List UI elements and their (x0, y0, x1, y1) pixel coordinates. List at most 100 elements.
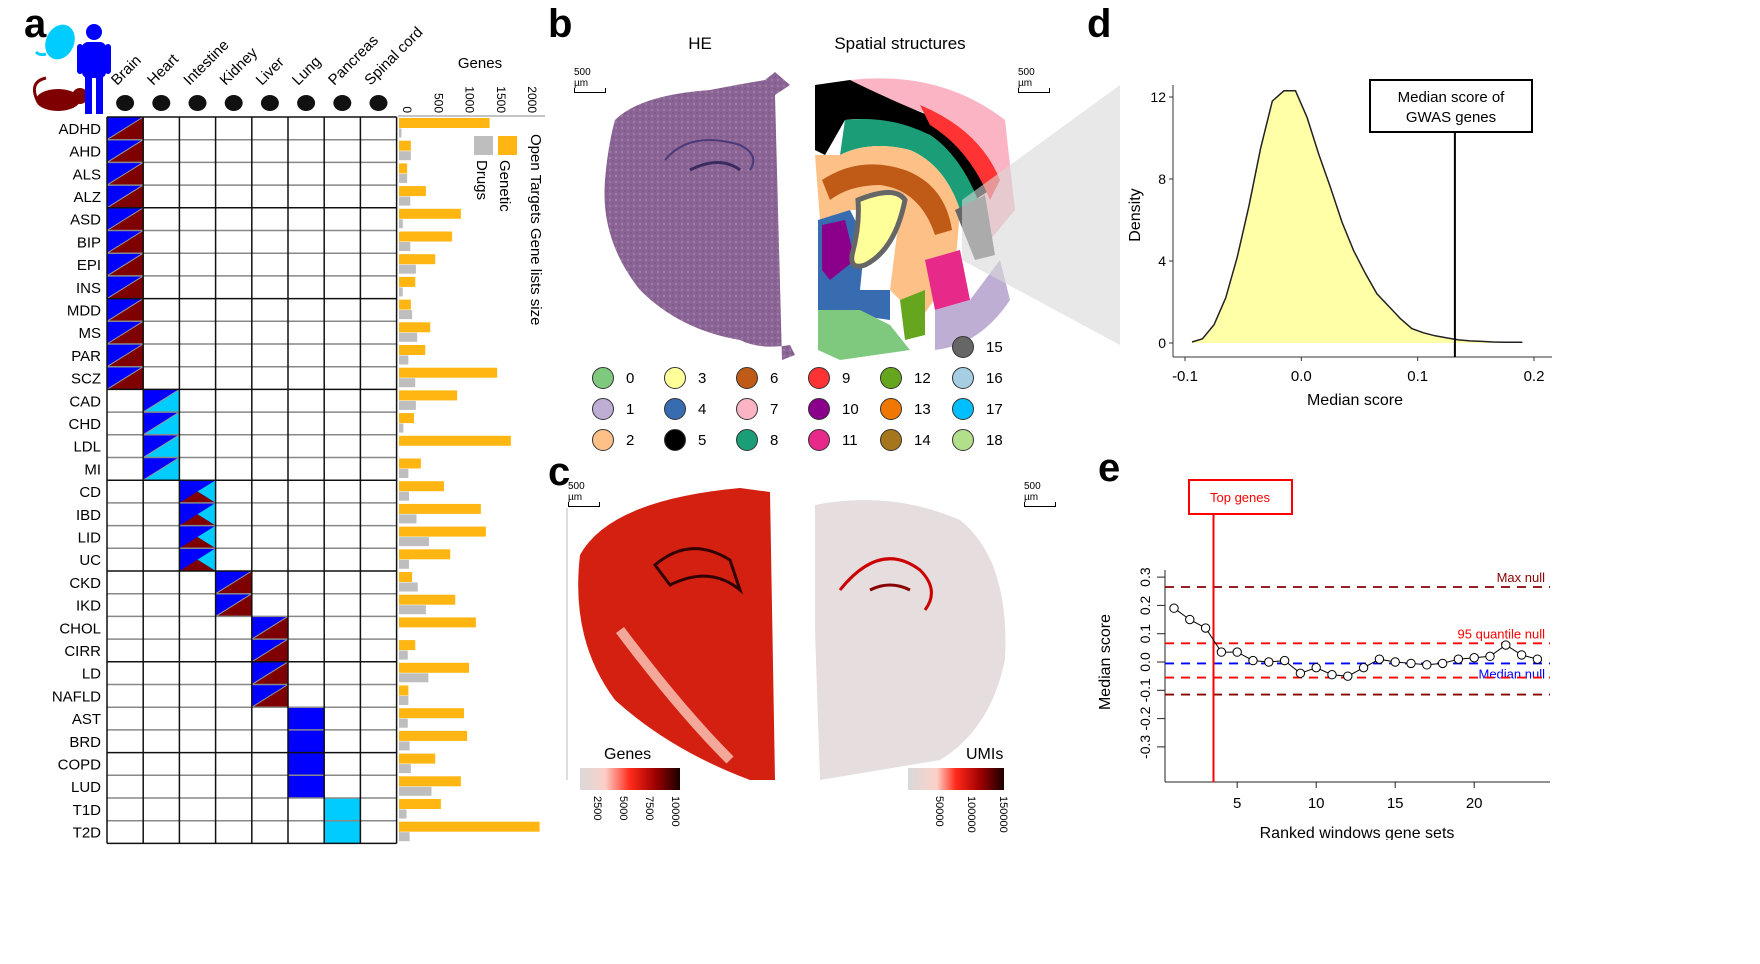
x-tick-label: -0.1 (1172, 368, 1198, 385)
x-tick-label: 10 (1308, 795, 1325, 812)
panel-label-e: e (1098, 446, 1121, 490)
bar-axis-tick: 500 (431, 93, 445, 113)
disease-label: MI (84, 461, 101, 478)
bar-genetic (399, 413, 414, 424)
cell-embryo (324, 798, 361, 821)
bar-drugs (399, 469, 409, 478)
bar-genetic (399, 299, 411, 310)
intestine-icon-shape (188, 95, 207, 111)
cell-diagonal (251, 615, 289, 640)
disease-label: LID (78, 529, 102, 546)
bar-genetic (399, 163, 408, 174)
cell-diagonal (106, 230, 144, 254)
cell-diagonal (106, 366, 144, 390)
spatial-cluster-map (815, 78, 1015, 360)
bar-genetic (399, 208, 461, 219)
cell-diagonal (251, 638, 289, 663)
bar-genetic (399, 276, 416, 287)
cell-diagonal (251, 661, 289, 685)
matrix-cell-filled (251, 661, 289, 685)
matrix-cell-filled (106, 139, 144, 163)
cell-human (288, 775, 325, 798)
x-tick-label: 20 (1466, 795, 1483, 812)
density-area (1191, 90, 1523, 343)
matrix-cell-filled (142, 457, 180, 481)
bar-drugs (399, 809, 407, 819)
data-point (1516, 650, 1527, 660)
scale-bar-umis: 500 µm (1024, 481, 1056, 507)
cluster-swatch (880, 429, 902, 451)
bar-drugs (399, 151, 411, 161)
data-point (1374, 654, 1385, 664)
bar-genetic (399, 799, 441, 809)
disease-label: ALZ (73, 189, 101, 206)
mouse-icon (32, 76, 88, 111)
genes-colorbar-ticks: 2500 5000 7500 10000 (591, 796, 681, 827)
umis-colorbar-ticks: 50000 100000 150000 (933, 796, 1009, 833)
bar-genetic (399, 730, 468, 741)
disease-label: ASD (70, 212, 101, 229)
bar-genetic (399, 753, 436, 764)
scale-bar-label: 500 µm (1024, 481, 1041, 503)
tissue-label: Heart (144, 50, 183, 89)
cluster-legend-item: 5 (664, 429, 706, 451)
cell-human (288, 752, 325, 776)
cell-mouse-part (179, 559, 216, 571)
cluster-swatch (952, 429, 974, 451)
pancreas-icon (333, 95, 352, 111)
kidney-icon (224, 95, 243, 111)
cluster-legend-item: 18 (952, 429, 1003, 451)
cluster-label: 2 (626, 431, 635, 449)
data-point (1295, 668, 1306, 679)
cell-embryo-part (197, 480, 216, 503)
y-axis-label: Density (1127, 188, 1144, 241)
bar-genetic (399, 118, 490, 128)
y-tick-label: 0.1 (1137, 624, 1153, 644)
spatial-structures-title: Spatial structures (834, 34, 966, 53)
bar-drugs (399, 786, 432, 796)
bar-genetic (399, 390, 458, 401)
cluster-region-0 (818, 310, 910, 360)
bar-genetic (399, 140, 411, 151)
data-point (1311, 662, 1321, 673)
y-tick-label: 12 (1150, 89, 1166, 105)
cell-diagonal (106, 320, 144, 345)
cluster-region-1 (935, 260, 1010, 350)
cluster-swatch (952, 336, 974, 358)
cluster-label: 11 (842, 431, 858, 449)
data-point (1406, 658, 1416, 669)
data-point (1216, 647, 1227, 657)
bar-drugs (399, 287, 403, 297)
cell-diagonal (215, 570, 253, 595)
bar-genetic (399, 685, 409, 696)
brain-icon-shape (116, 95, 135, 111)
bar-drugs (399, 423, 404, 433)
cluster-label: 16 (986, 369, 1003, 387)
cell-diagonal (142, 388, 180, 413)
y-tick-label: -0.3 (1137, 735, 1153, 759)
bar-legend-title: Open Targets Gene lists size (527, 134, 544, 325)
cell-diagonal (142, 457, 180, 481)
matrix-cell-filled (251, 615, 289, 640)
liver-icon (260, 95, 279, 111)
data-point (1390, 657, 1400, 667)
cluster-outline-15 (849, 190, 908, 269)
data-point (1343, 671, 1353, 681)
disease-label: BIP (77, 234, 101, 251)
tissue-label: Brain (108, 52, 145, 89)
cluster-swatch (736, 429, 758, 451)
bar-genetic (399, 821, 540, 832)
matrix-cell-filled (142, 411, 180, 436)
data-point (1327, 670, 1337, 680)
bar-genetic (399, 435, 511, 446)
bar-genetic (399, 367, 498, 378)
matrix-cell-filled (106, 161, 144, 186)
x-tick-label: 0.1 (1407, 368, 1428, 385)
data-point (1358, 662, 1369, 673)
bar-genetic (399, 640, 416, 651)
he-title: HE (688, 34, 712, 53)
y-tick-label: -0.2 (1137, 706, 1153, 730)
cell-embryo (324, 820, 361, 844)
matrix-cell-filled (142, 388, 180, 413)
